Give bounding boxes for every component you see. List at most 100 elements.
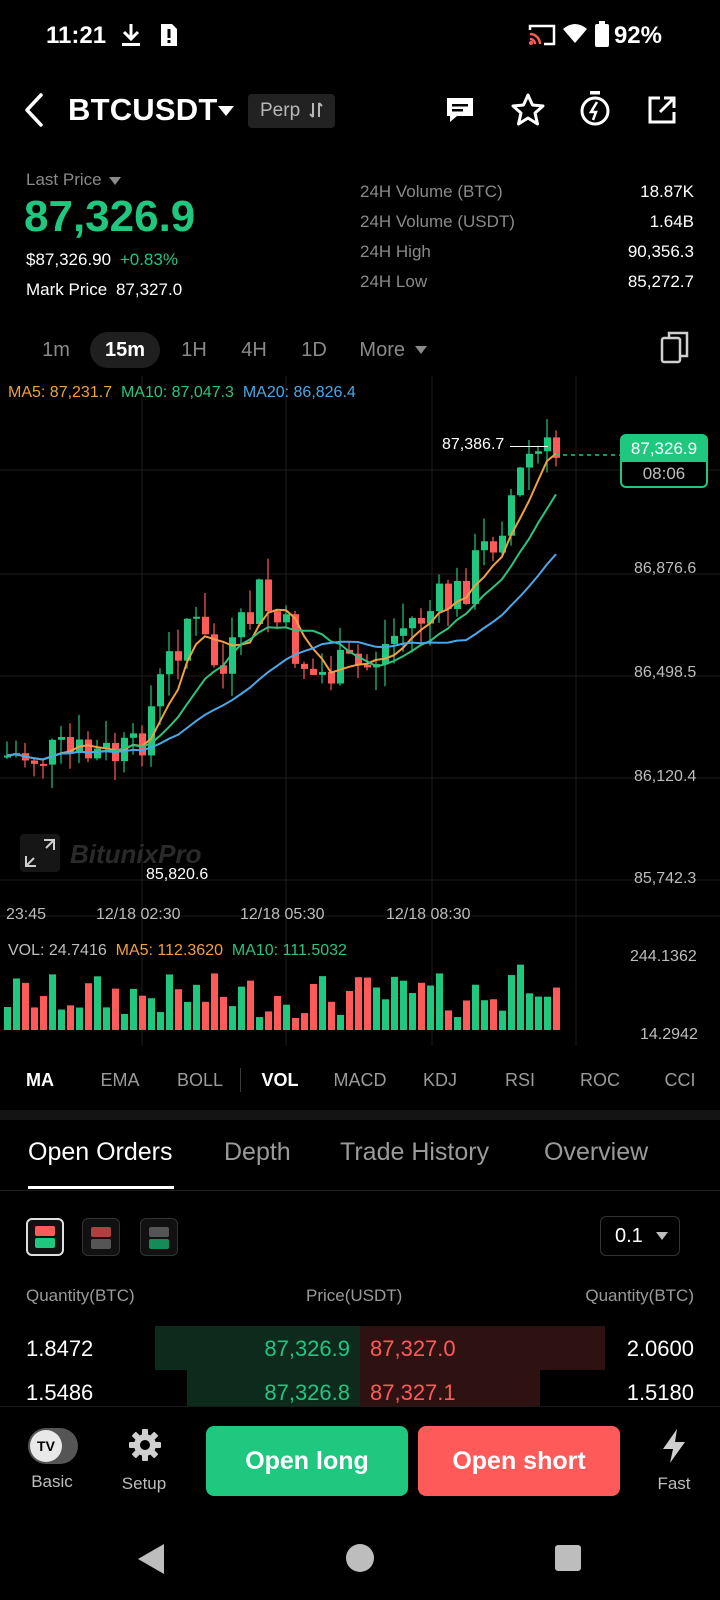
book-mode-bids-button[interactable]: [140, 1218, 178, 1256]
candle-body: [526, 453, 533, 468]
timer-icon[interactable]: [578, 90, 612, 128]
nav-back-icon[interactable]: [136, 1542, 166, 1576]
ask-price[interactable]: 87,327.0: [370, 1336, 456, 1361]
tab-open-orders[interactable]: Open Orders: [28, 1138, 173, 1166]
tab-depth[interactable]: Depth: [224, 1138, 291, 1166]
candle-body: [94, 748, 101, 759]
indicator-tab-vol[interactable]: VOL: [261, 1070, 299, 1090]
candle-body: [454, 581, 461, 609]
volume-bar: [526, 993, 533, 1030]
candle-body: [310, 668, 317, 675]
volume-bar: [418, 982, 425, 1030]
y-axis-label: 86,876.6: [634, 560, 697, 577]
candlestick-chart[interactable]: BitunixPro: [0, 376, 720, 1046]
volume-bar: [202, 1001, 209, 1030]
status-time: 11:21: [46, 22, 107, 49]
volume-bar: [112, 988, 119, 1030]
candle-body: [328, 671, 335, 684]
ask-price[interactable]: 87,327.1: [370, 1380, 456, 1405]
indicator-tab-macd[interactable]: MACD: [333, 1070, 387, 1090]
indicator-tab-ema[interactable]: EMA: [100, 1070, 140, 1090]
tab-underline: [28, 1186, 174, 1189]
candle-body: [391, 635, 398, 644]
mark-price-value: 87,327.0: [115, 280, 183, 299]
last-price-label[interactable]: Last Price: [26, 170, 122, 190]
star-icon[interactable]: [510, 92, 546, 128]
volume-bar: [211, 973, 218, 1030]
pair-dropdown-icon[interactable]: [218, 106, 234, 116]
watermark: BitunixPro: [70, 839, 202, 869]
copy-icon[interactable]: [660, 330, 690, 366]
last-price: 87,326.9: [24, 192, 196, 241]
volume-bar: [310, 983, 317, 1030]
volume-bar: [148, 998, 155, 1030]
precision-select[interactable]: 0.1: [600, 1216, 680, 1256]
share-icon[interactable]: [646, 94, 678, 126]
volume-bar: [292, 1017, 299, 1030]
tab-overview[interactable]: Overview: [544, 1138, 649, 1166]
basic-label: Basic: [31, 1472, 73, 1491]
candle-body: [31, 760, 38, 764]
cast-icon: [528, 24, 556, 46]
interval-more[interactable]: More: [350, 332, 436, 368]
caret-down-icon: [656, 1232, 669, 1240]
pair-title[interactable]: BTCUSDT: [68, 92, 218, 127]
gear-icon[interactable]: [128, 1428, 162, 1462]
open-short-button[interactable]: Open short: [418, 1426, 620, 1496]
stat-value: 85,272.7: [627, 272, 694, 291]
lightning-icon[interactable]: [660, 1428, 688, 1464]
interval-1m[interactable]: 1m: [42, 339, 70, 361]
back-icon[interactable]: [22, 92, 46, 128]
candle-body: [355, 653, 362, 665]
indicator-tab-ma[interactable]: MA: [26, 1070, 54, 1090]
bid-price[interactable]: 87,326.9: [264, 1336, 350, 1361]
candle-body: [166, 651, 173, 675]
ask-qty[interactable]: 1.5180: [626, 1380, 694, 1405]
indicator-tab-cci[interactable]: CCI: [664, 1070, 696, 1090]
volume-bar: [283, 1004, 290, 1030]
indicator-tab-rsi[interactable]: RSI: [504, 1070, 535, 1090]
candle-body: [130, 733, 137, 738]
indicator-tab-kdj[interactable]: KDJ: [422, 1070, 457, 1090]
perp-label: Perp: [260, 100, 301, 121]
precision-value: 0.1: [615, 1225, 643, 1247]
tab-trade-history[interactable]: Trade History: [340, 1138, 490, 1166]
perp-tag[interactable]: Perp: [248, 94, 336, 128]
candle-body: [265, 579, 272, 612]
volume-bar: [427, 985, 434, 1030]
indicator-tab-roc[interactable]: ROC: [580, 1070, 620, 1090]
volume-bar: [220, 996, 227, 1030]
chat-icon[interactable]: [444, 94, 476, 126]
interval-1h[interactable]: 1H: [181, 339, 207, 361]
expand-icon[interactable]: [20, 834, 60, 872]
interval-1d[interactable]: 1D: [301, 339, 327, 361]
interval-15m[interactable]: 15m: [90, 332, 160, 368]
bid-price[interactable]: 87,326.8: [264, 1380, 350, 1405]
volume-bar: [490, 999, 497, 1030]
candle-body: [427, 611, 434, 624]
candle-body: [319, 671, 326, 675]
open-long-button[interactable]: Open long: [206, 1426, 408, 1496]
candle-body: [274, 611, 281, 623]
nav-home-icon[interactable]: [344, 1542, 376, 1574]
bid-qty[interactable]: 1.8472: [26, 1336, 94, 1361]
basic-toggle[interactable]: TV: [28, 1428, 78, 1464]
book-mode-asks-button[interactable]: [82, 1218, 120, 1256]
caret-down-icon: [109, 177, 122, 185]
current-price-tag: 87,326.9 08:06: [620, 434, 708, 488]
candle-body: [553, 437, 560, 458]
nav-recents-icon[interactable]: [554, 1544, 582, 1572]
volume-bar: [544, 996, 551, 1030]
candle-body: [58, 737, 65, 740]
bid-qty[interactable]: 1.5486: [26, 1380, 94, 1405]
candle-body: [103, 742, 110, 749]
candle-body: [283, 614, 290, 623]
interval-4h[interactable]: 4H: [241, 339, 267, 361]
candle-body: [418, 618, 425, 624]
battery-percent: 92%: [613, 22, 662, 49]
ask-qty[interactable]: 2.0600: [626, 1336, 694, 1361]
indicator-tab-boll[interactable]: BOLL: [176, 1070, 224, 1090]
candle-body: [337, 649, 344, 684]
volume-bar: [328, 1001, 335, 1030]
book-mode-both-button[interactable]: [26, 1218, 64, 1256]
